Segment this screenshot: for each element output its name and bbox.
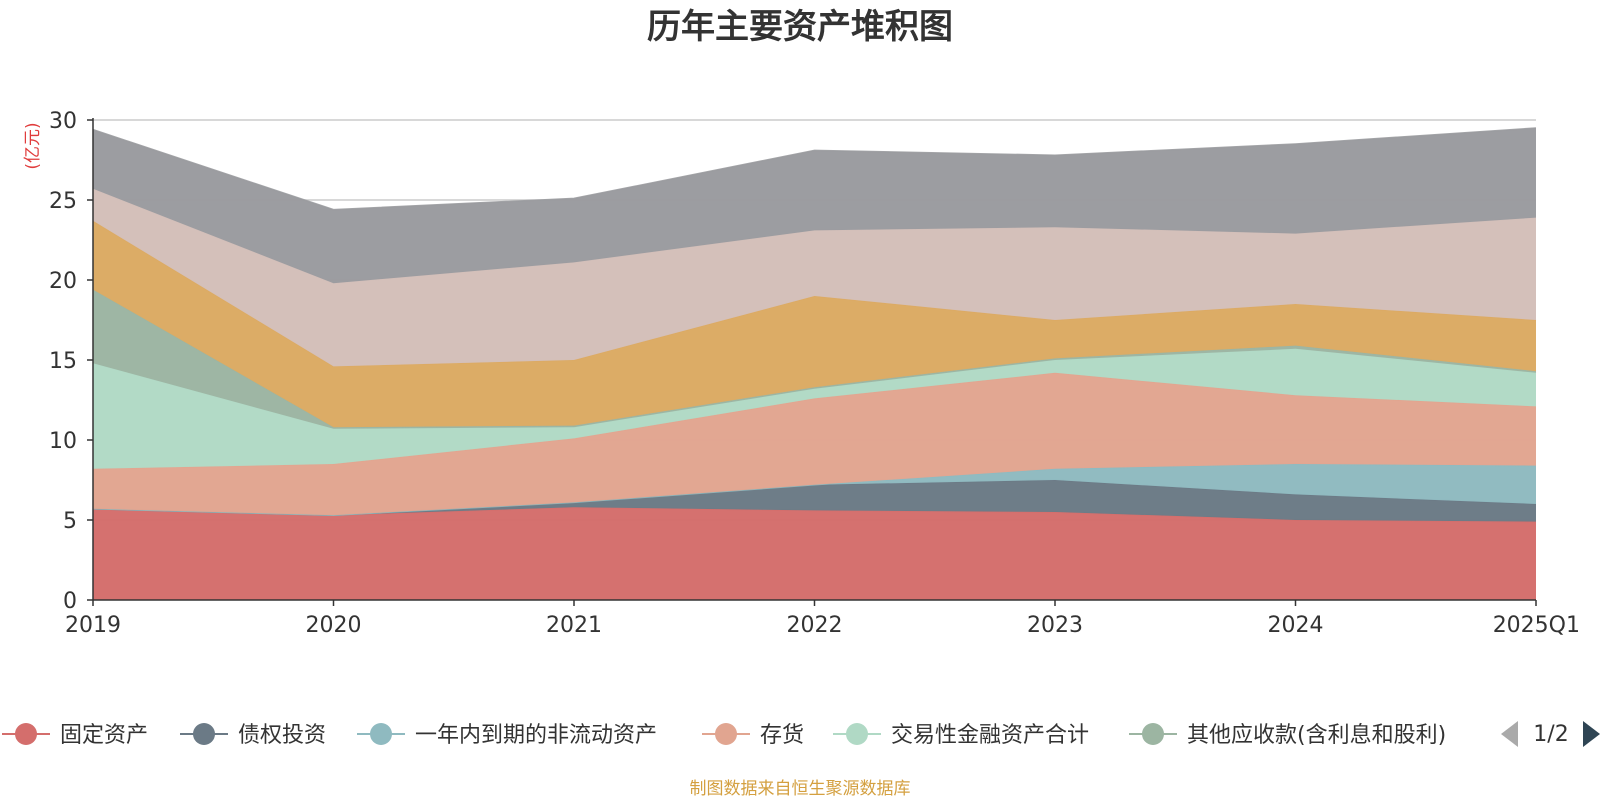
legend-marker-1 (193, 723, 215, 745)
area-series-4[interactable] (93, 348, 1536, 469)
x-tick-label-4: 2023 (1027, 613, 1083, 638)
x-tick-label-6: 2025Q1 (1493, 613, 1580, 638)
legend-page-indicator: 1/2 (1533, 722, 1568, 747)
legend-label-4: 交易性金融资产合计 (891, 723, 1089, 748)
area-series-3[interactable] (93, 372, 1536, 516)
legend-item-5[interactable]: 其他应收款(含利息和股利) (1129, 723, 1446, 748)
axes: 0 5 10 15 20 25 30 2019 2020 2021 2022 2023 2024 2025… (49, 109, 1580, 638)
legend-next-icon[interactable] (1583, 721, 1600, 747)
legend-item-3[interactable]: 存货 (702, 723, 804, 748)
legend-label-2: 一年内到期的非流动资产 (415, 723, 657, 748)
area-series-2[interactable] (93, 464, 1536, 516)
y-tick-label-5: 25 (49, 189, 77, 214)
legend-marker-5 (1142, 723, 1164, 745)
chart-title: 历年主要资产堆积图 (647, 7, 953, 47)
x-tick-label-0: 2019 (65, 613, 121, 638)
y-tick-label-0: 0 (63, 589, 77, 614)
legend-marker-3 (715, 723, 737, 745)
y-tick-label-1: 5 (63, 509, 77, 534)
legend-item-4[interactable]: 交易性金融资产合计 (833, 723, 1089, 748)
legend-label-5: 其他应收款(含利息和股利) (1187, 723, 1446, 748)
legend-prev-icon[interactable] (1501, 721, 1518, 747)
legend-item-2[interactable]: 一年内到期的非流动资产 (357, 723, 657, 748)
legend-label-0: 固定资产 (60, 723, 148, 748)
y-tick-label-2: 10 (49, 429, 77, 454)
area-series-7[interactable] (93, 188, 1536, 367)
y-tick-label-3: 15 (49, 349, 77, 374)
area-series-8[interactable] (93, 128, 1536, 284)
legend-item-1[interactable]: 债权投资 (180, 723, 326, 748)
area-series-6[interactable] (93, 220, 1536, 428)
legend-marker-4 (846, 723, 868, 745)
area-series-0[interactable] (93, 507, 1536, 600)
y-tick-label-4: 20 (49, 269, 77, 294)
x-tick-label-1: 2020 (306, 613, 362, 638)
legend-marker-0 (15, 723, 37, 745)
legend-pager: 1/2 (1501, 721, 1600, 747)
legend: 固定资产 债权投资 一年内到期的非流动资产 存货 交易性金融资产合计 其他应收款(含利息和… (2, 723, 1446, 748)
x-tick-label-2: 2021 (546, 613, 602, 638)
area-series (92, 127, 1537, 600)
legend-marker-2 (370, 723, 392, 745)
y-tick-label-6: 30 (49, 109, 77, 134)
legend-label-3: 存货 (760, 723, 804, 748)
source-note: 制图数据来自恒生聚源数据库 (690, 779, 911, 799)
legend-item-0[interactable]: 固定资产 (2, 723, 148, 748)
x-tick-label-3: 2022 (787, 613, 843, 638)
area-series-1[interactable] (93, 480, 1536, 522)
legend-label-1: 债权投资 (238, 723, 326, 748)
y-axis-unit-label: (亿元) (23, 122, 43, 169)
x-tick-label-5: 2024 (1268, 613, 1324, 638)
area-series-line-8 (92, 127, 1537, 211)
